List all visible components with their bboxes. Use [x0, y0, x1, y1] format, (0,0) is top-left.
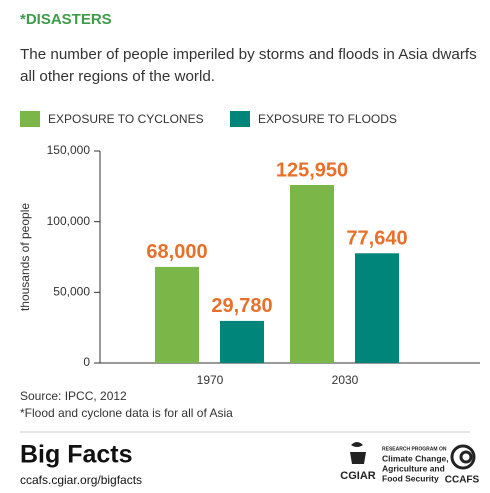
bar [155, 266, 199, 363]
y-tick-label: 100,000 [47, 214, 91, 228]
value-label: 125,950 [276, 159, 348, 181]
value-label: 68,000 [146, 241, 207, 263]
note: Source: IPCC, 2012 [20, 389, 127, 403]
legend-label: EXPOSURE TO CYCLONES [48, 112, 204, 126]
program-line: Agriculture and [382, 463, 445, 473]
ccafs-logo [450, 444, 476, 470]
legend-swatch [230, 111, 250, 127]
x-tick-label: 1970 [197, 373, 224, 387]
legend-label: EXPOSURE TO FLOODS [258, 112, 397, 126]
url: ccafs.cgiar.org/bigfacts [20, 473, 142, 487]
program-line: Food Security [382, 473, 439, 483]
y-tick-label: 150,000 [47, 143, 91, 157]
program-line: RESEARCH PROGRAM ON [382, 446, 447, 452]
ccafs-text: CCAFS [445, 475, 480, 486]
ccafs-icon [450, 444, 476, 470]
chart-subtitle: The number of people imperiled by storms… [20, 46, 477, 85]
chart-title: *DISASTERS [20, 11, 112, 28]
cgiar-icon [350, 442, 366, 464]
value-label: 29,780 [211, 295, 272, 317]
cgiar-text: CGIAR [340, 470, 376, 482]
x-tick-label: 2030 [332, 373, 359, 387]
note: *Flood and cyclone data is for all of As… [20, 406, 233, 420]
cgiar-logo [350, 442, 366, 464]
program-line: Climate Change, [382, 453, 449, 463]
y-tick-label: 0 [83, 355, 90, 369]
value-label: 77,640 [346, 228, 407, 250]
bar [355, 253, 399, 363]
legend-swatch [20, 111, 40, 127]
brand: Big Facts [20, 441, 133, 469]
y-tick-label: 50,000 [53, 285, 90, 299]
ccafs-icon [459, 450, 473, 464]
bar [220, 320, 264, 363]
bar [290, 184, 334, 363]
y-axis-label: thousands of people [18, 203, 32, 311]
